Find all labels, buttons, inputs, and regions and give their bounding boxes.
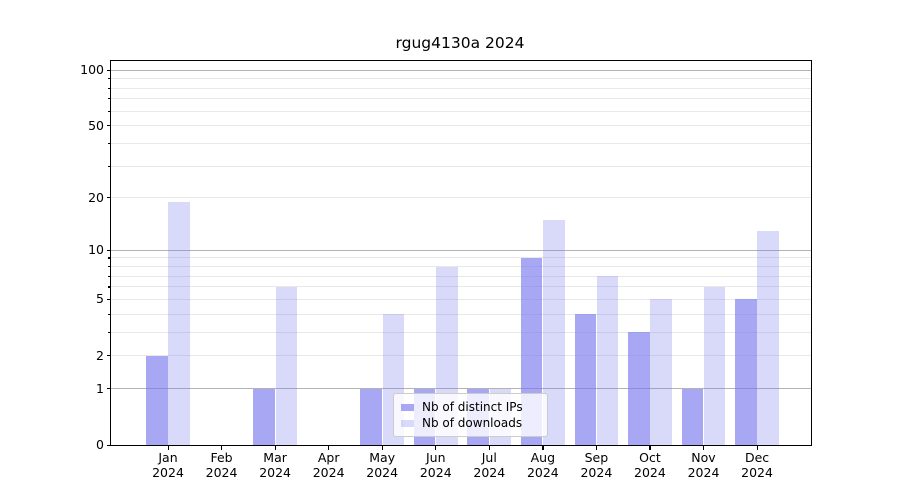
- y-minor-tick-mark-50: [108, 125, 110, 127]
- y-minor-tick-mark-90: [108, 78, 110, 80]
- y-tick-mark-1: [106, 388, 110, 390]
- legend-label-distinct-ips: Nb of distinct IPs: [422, 400, 523, 414]
- legend-entry-downloads: Nb of downloads: [401, 415, 540, 431]
- x-tick-label-feb: Feb 2024: [205, 450, 238, 480]
- chart-title: rgug4130a 2024: [395, 34, 525, 52]
- x-tick-mark-oct: [649, 446, 651, 450]
- legend-entry-distinct-ips: Nb of distinct IPs: [401, 399, 540, 415]
- gridline-minor-70: [111, 98, 811, 100]
- x-tick-mark-sep: [595, 446, 598, 450]
- gridline-minor-30: [111, 165, 811, 167]
- x-tick-mark-mar: [274, 446, 276, 450]
- gridline-minor-50: [111, 125, 811, 127]
- x-tick-label-mar: Mar 2024: [259, 450, 291, 480]
- gridline-minor-2: [111, 355, 811, 357]
- y-minor-tick-mark-5: [108, 298, 110, 301]
- y-tick-mark-0: [106, 444, 110, 446]
- y-tick-label-0: 0: [96, 437, 104, 452]
- gridline-minor-40: [111, 142, 811, 144]
- y-minor-tick-mark-70: [108, 98, 110, 100]
- y-tick-label-2: 2: [96, 347, 104, 363]
- y-tick-label-100: 100: [80, 62, 104, 78]
- gridline-minor-8: [111, 266, 811, 268]
- gridline-minor-4: [111, 313, 811, 315]
- bar-downloads-jan: [168, 201, 190, 445]
- x-tick-label-jan: Jan 2024: [152, 450, 184, 480]
- y-minor-tick-mark-6: [108, 286, 110, 288]
- legend-swatch-downloads: [401, 419, 414, 427]
- gridline-minor-9: [111, 257, 811, 259]
- x-tick-mark-may: [381, 446, 383, 450]
- y-tick-label-10: 10: [88, 242, 104, 258]
- x-tick-mark-apr: [328, 446, 330, 450]
- y-tick-mark-10: [106, 249, 110, 251]
- y-minor-tick-mark-7: [108, 275, 110, 277]
- legend-label-downloads: Nb of downloads: [422, 416, 523, 430]
- gridline-minor-3: [111, 331, 811, 333]
- gridline-minor-7: [111, 275, 811, 277]
- bar-downloads-nov: [703, 286, 726, 445]
- bar-ips-dec: [735, 299, 757, 445]
- gridline-minor-90: [111, 78, 811, 80]
- y-minor-tick-mark-2: [108, 355, 110, 357]
- x-tick-mark-dec: [756, 446, 758, 450]
- gridline-minor-20: [111, 197, 811, 199]
- bar-ips-oct: [628, 332, 650, 445]
- x-tick-mark-aug: [542, 446, 544, 450]
- y-minor-tick-mark-30: [108, 165, 110, 167]
- y-tick-label-20: 20: [88, 189, 104, 205]
- gridline-minor-6: [111, 286, 811, 288]
- y-minor-tick-mark-3: [108, 331, 110, 334]
- bar-ips-sep: [574, 314, 596, 445]
- x-tick-mark-jul: [488, 446, 490, 450]
- gridline-major-100: [111, 69, 811, 71]
- x-tick-label-jul: Jul 2024: [473, 450, 506, 480]
- x-tick-label-oct: Oct 2024: [634, 450, 666, 480]
- x-tick-label-jun: Jun 2024: [419, 450, 452, 480]
- y-minor-tick-mark-9: [108, 257, 110, 259]
- y-minor-tick-mark-40: [108, 142, 110, 145]
- gridline-minor-60: [111, 110, 811, 112]
- y-minor-tick-mark-80: [108, 87, 110, 89]
- gridline-minor-80: [111, 87, 811, 89]
- y-minor-tick-mark-4: [108, 313, 110, 315]
- bar-downloads-oct: [650, 299, 672, 445]
- x-tick-label-sep: Sep 2024: [580, 450, 613, 480]
- x-tick-label-aug: Aug 2024: [526, 450, 559, 480]
- x-tick-mark-feb: [221, 446, 223, 450]
- x-tick-mark-jan: [167, 446, 169, 450]
- bar-downloads-sep: [596, 276, 619, 445]
- gridline-major-1: [111, 388, 811, 390]
- y-minor-tick-mark-8: [108, 266, 110, 268]
- y-tick-mark-100: [106, 69, 110, 71]
- bar-downloads-aug: [543, 219, 565, 445]
- bar-ips-jan: [146, 355, 168, 445]
- bar-downloads-mar: [275, 286, 297, 445]
- y-minor-tick-mark-60: [108, 110, 110, 112]
- y-tick-label-1: 1: [96, 380, 104, 396]
- y-tick-label-5: 5: [96, 291, 104, 307]
- y-minor-tick-mark-20: [108, 197, 110, 199]
- gridline-major-10: [111, 249, 811, 251]
- bar-downloads-dec: [757, 230, 779, 445]
- bar-ips-nov: [681, 388, 704, 445]
- legend-swatch-distinct-ips: [401, 403, 414, 411]
- gridline-minor-5: [111, 298, 811, 300]
- bar-ips-may: [360, 388, 382, 445]
- bar-ips-mar: [253, 388, 275, 445]
- x-tick-label-dec: Dec 2024: [741, 450, 773, 480]
- legend: Nb of distinct IPs Nb of downloads: [393, 393, 548, 437]
- plot-area: [110, 60, 812, 446]
- x-tick-mark-jun: [435, 446, 437, 450]
- x-tick-label-may: May 2024: [366, 450, 399, 480]
- x-tick-label-nov: Nov 2024: [687, 450, 720, 480]
- x-tick-label-apr: Apr 2024: [312, 450, 345, 480]
- x-tick-mark-nov: [703, 446, 705, 450]
- y-tick-label-50: 50: [88, 117, 104, 133]
